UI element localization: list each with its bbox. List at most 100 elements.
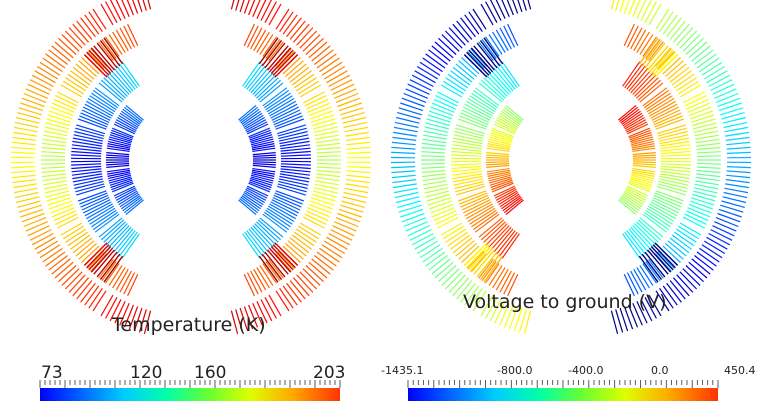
coil-strand — [489, 136, 512, 144]
coil-strand — [11, 146, 36, 150]
coil-strand — [694, 130, 719, 137]
coil-strand — [699, 57, 720, 73]
coil-strand — [715, 217, 739, 228]
coil-strand — [437, 91, 459, 104]
coil-strand — [316, 166, 341, 169]
coil-strand — [270, 246, 294, 271]
coil-strand — [321, 61, 343, 76]
coil-strand — [346, 151, 371, 154]
coil-strand — [314, 183, 339, 190]
coil-strand — [692, 193, 716, 202]
coil-strand — [409, 229, 432, 241]
coil-strand — [646, 95, 673, 113]
coil-strand — [326, 236, 348, 250]
coil-strand — [245, 119, 267, 132]
coil-strand — [107, 140, 131, 147]
coil-strand — [503, 106, 523, 122]
coil-strand — [693, 187, 718, 194]
coil-strand — [470, 247, 494, 273]
coil-strand — [101, 219, 125, 241]
coil-strand — [648, 258, 664, 279]
coil-strand — [486, 152, 510, 156]
coil-strand — [259, 82, 284, 103]
coil-strand — [451, 170, 482, 176]
coil-strand — [93, 249, 116, 275]
coil-strand — [240, 108, 260, 124]
coil-strand — [61, 34, 80, 52]
coil-strand — [128, 306, 139, 330]
coil-strand — [256, 221, 279, 243]
coil-strand — [109, 134, 132, 143]
coil-strand — [645, 261, 661, 282]
coil-strand — [112, 31, 126, 53]
coil-strand — [299, 84, 322, 98]
coil-strand — [645, 209, 671, 228]
coil-strand — [706, 236, 728, 250]
coil-strand — [466, 203, 493, 220]
coil-strand — [447, 231, 469, 247]
coil-strand — [486, 147, 510, 152]
coil-strand — [507, 23, 519, 47]
coil-strand — [265, 261, 281, 282]
coil-strand — [393, 126, 418, 133]
coil-strand — [246, 25, 259, 48]
coil-strand — [244, 231, 264, 257]
coil-strand — [118, 191, 139, 206]
coil-strand — [637, 219, 661, 241]
coil-strand — [695, 176, 720, 182]
coil-strand — [630, 177, 653, 186]
coil-strand — [695, 134, 719, 140]
coil-strand — [660, 147, 691, 152]
coil-strand — [296, 27, 314, 46]
coil-strand — [491, 182, 514, 193]
voltage-tick-label: 450.4 — [724, 364, 756, 377]
coil-strand — [725, 183, 749, 189]
coil-strand — [685, 265, 705, 283]
coil-strand — [644, 251, 666, 278]
coil-strand — [306, 98, 329, 110]
coil-strand — [496, 65, 516, 90]
coil-strand — [305, 265, 325, 283]
coil-strand — [677, 225, 700, 240]
coil-strand — [639, 217, 664, 238]
coil-strand — [304, 95, 327, 107]
coil-strand — [15, 116, 40, 124]
coil-strand — [118, 231, 138, 257]
coil-strand — [90, 48, 108, 67]
coil-strand — [265, 209, 291, 228]
coil-strand — [450, 234, 471, 250]
coil-strand — [632, 154, 656, 157]
coil-strand — [721, 112, 745, 120]
coil-strand — [328, 74, 351, 88]
coil-strand — [76, 185, 106, 196]
coil-strand — [314, 255, 334, 271]
coil-strand — [508, 306, 519, 330]
coil-strand — [487, 169, 510, 175]
coil-strand — [644, 42, 666, 69]
coil-strand — [338, 102, 362, 112]
coil-strand — [264, 1, 277, 23]
coil-strand — [655, 8, 670, 30]
coil-strand — [78, 60, 97, 78]
coil-strand — [679, 222, 702, 236]
coil-strand — [279, 11, 294, 32]
coil-strand — [108, 225, 130, 248]
coil-strand — [496, 230, 516, 255]
coil-strand — [658, 134, 689, 142]
coil-strand — [468, 49, 492, 74]
coil-strand — [485, 36, 500, 57]
coil-strand — [460, 282, 476, 303]
coil-strand — [270, 201, 298, 217]
coil-strand — [628, 67, 649, 92]
coil-strand — [457, 118, 487, 130]
coil-strand — [486, 164, 510, 168]
coil-strand — [267, 205, 295, 223]
coil-strand — [11, 141, 36, 146]
coil-strand — [279, 137, 310, 145]
coil-strand — [41, 169, 66, 174]
coil-strand — [632, 156, 657, 159]
coil-strand — [72, 137, 103, 145]
coil-strand — [273, 194, 302, 208]
coil-strand — [147, 0, 152, 10]
coil-strand — [445, 228, 467, 243]
